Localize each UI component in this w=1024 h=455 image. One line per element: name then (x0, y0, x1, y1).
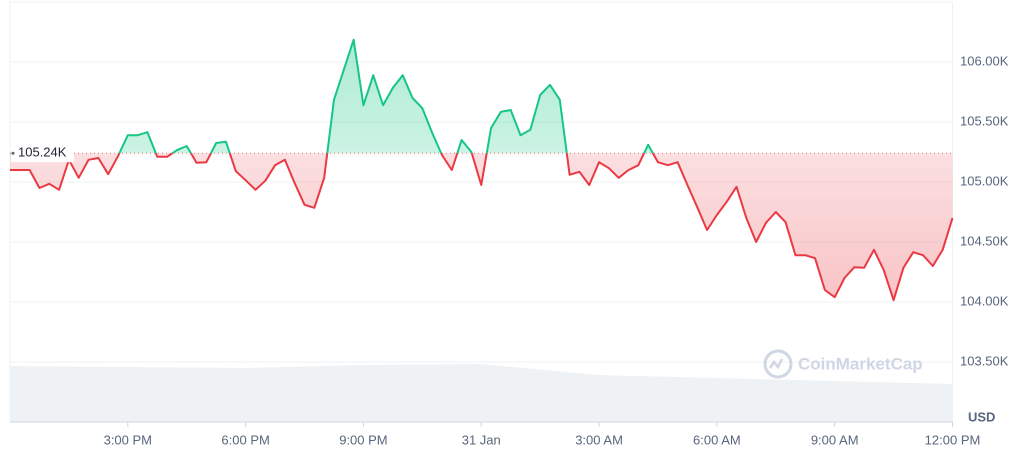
y-tick-label: 104.50K (960, 233, 1009, 248)
watermark-text: CoinMarketCap (798, 354, 923, 373)
y-tick-label: 105.00K (960, 173, 1009, 188)
x-tick-label: 31 Jan (462, 432, 501, 447)
baseline-label-bg (11, 144, 74, 163)
x-tick-label: 6:00 PM (221, 432, 269, 447)
x-tick-label: 12:00 PM (925, 432, 981, 447)
y-axis-label: USD (968, 409, 995, 424)
x-tick-label: 3:00 AM (575, 432, 623, 447)
baseline-label: 105.24K (18, 145, 67, 160)
area-down (10, 153, 953, 301)
watermark: CoinMarketCap (763, 349, 923, 379)
y-tick-label: 105.50K (960, 113, 1009, 128)
y-tick-label: 103.50K (960, 353, 1009, 368)
x-tick-label: 3:00 PM (104, 432, 152, 447)
y-tick-label: 104.00K (960, 293, 1009, 308)
area-up (119, 39, 653, 154)
baseline-dot (11, 151, 15, 155)
volume-area (10, 364, 953, 422)
x-tick-label: 6:00 AM (693, 432, 741, 447)
x-tick-label: 9:00 AM (811, 432, 859, 447)
price-line-down (10, 153, 954, 302)
x-tick-label: 9:00 PM (339, 432, 387, 447)
y-tick-label: 106.00K (960, 53, 1009, 68)
